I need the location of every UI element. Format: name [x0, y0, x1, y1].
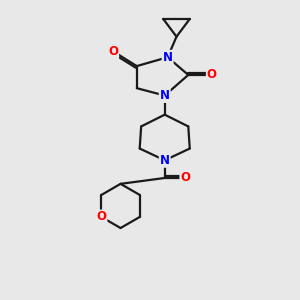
Text: N: N [160, 154, 170, 167]
Text: O: O [96, 211, 106, 224]
Text: N: N [160, 89, 170, 102]
Text: O: O [108, 45, 118, 58]
Text: N: N [163, 51, 173, 64]
Text: O: O [180, 172, 190, 184]
Text: O: O [207, 68, 217, 81]
